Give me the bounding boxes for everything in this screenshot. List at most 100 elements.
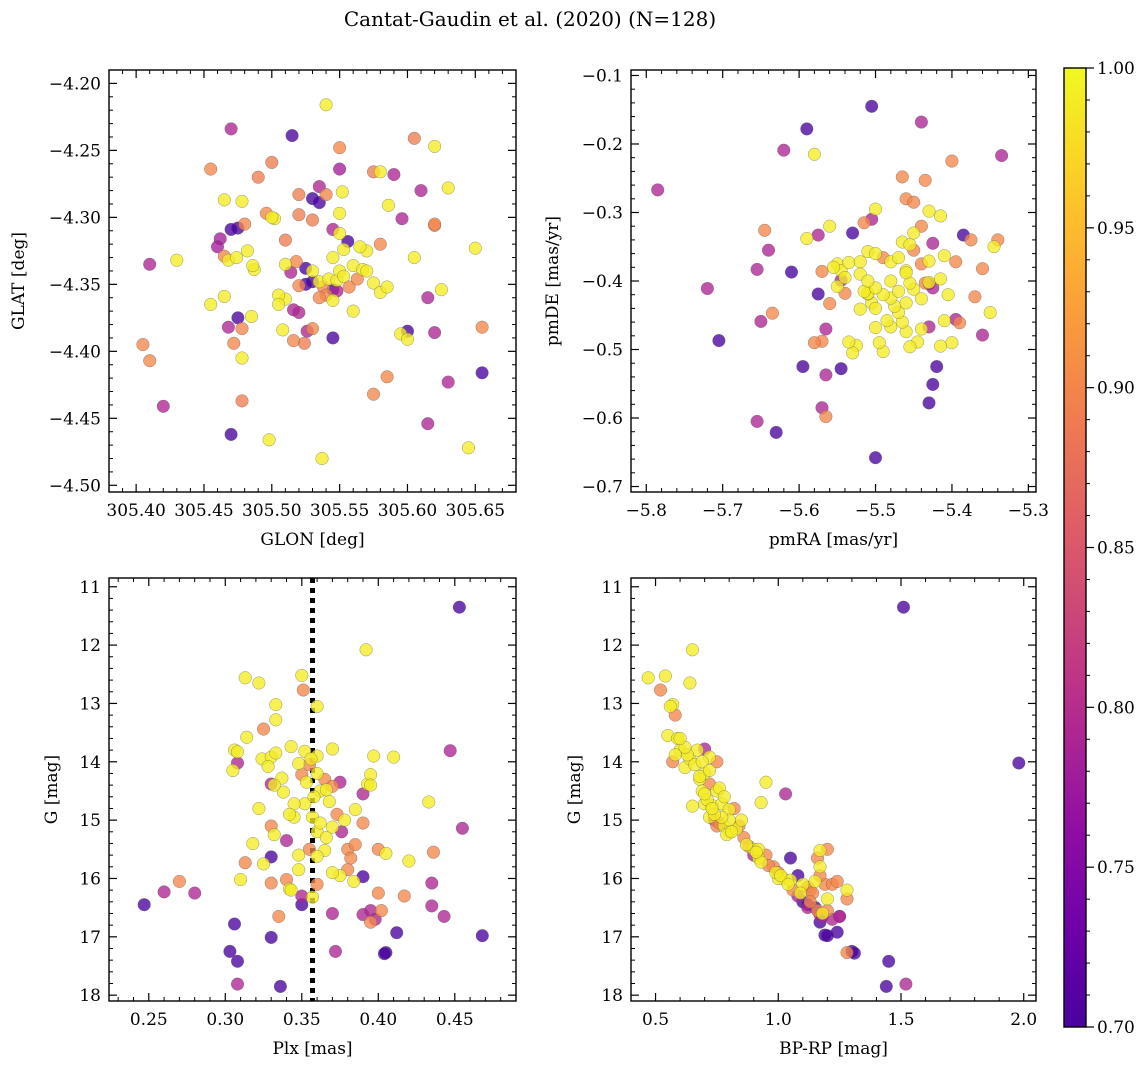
data-point (918, 173, 932, 187)
data-point (750, 262, 764, 276)
colorbar-tick-label: 0.75 (1097, 858, 1135, 878)
y-tick-label: 12 (79, 636, 101, 656)
data-point (455, 821, 469, 835)
data-point (252, 676, 266, 690)
data-point (319, 98, 333, 112)
data-point (359, 643, 373, 657)
data-point (264, 876, 278, 890)
data-point (651, 183, 665, 197)
data-point (304, 752, 318, 766)
data-point (310, 766, 324, 781)
data-point (234, 873, 248, 887)
data-point (338, 813, 352, 827)
data-point (428, 217, 442, 231)
data-point (937, 314, 951, 328)
data-point (360, 264, 374, 278)
data-point (325, 866, 339, 880)
x-axis-label: pmRA [mas/yr] (769, 530, 898, 550)
colorbar-tick-label: 0.70 (1097, 1018, 1135, 1038)
data-point (310, 849, 324, 863)
data-point (1012, 756, 1026, 770)
data-point (695, 755, 709, 769)
data-point (891, 284, 906, 298)
data-point (312, 291, 326, 305)
data-point (390, 926, 404, 940)
data-point (269, 713, 283, 727)
data-point (896, 600, 911, 614)
data-point (305, 264, 320, 278)
data-point (725, 825, 739, 839)
data-point (879, 979, 893, 993)
data-point (868, 451, 883, 465)
data-point (310, 699, 324, 713)
data-point (292, 279, 306, 293)
data-point (251, 170, 265, 184)
x-tick-label: 0.35 (283, 1010, 321, 1030)
data-point (292, 208, 306, 222)
y-tick-label: 11 (79, 578, 101, 598)
data-point (292, 756, 306, 771)
x-tick-label: −5.8 (626, 501, 667, 521)
data-point (224, 427, 238, 441)
data-point (292, 863, 306, 877)
y-tick-label: −4.40 (49, 342, 101, 362)
figure-title: Cantat-Gaudin et al. (2020) (N=128) (344, 7, 716, 31)
data-point (313, 816, 327, 830)
data-point (663, 699, 677, 713)
data-point (346, 304, 360, 318)
data-point (325, 820, 339, 834)
points-plx (137, 578, 489, 1001)
data-point (265, 155, 279, 169)
y-tick-label: −0.2 (582, 135, 623, 155)
data-point (229, 251, 244, 265)
data-point (289, 255, 303, 269)
data-point (779, 787, 793, 801)
data-point (337, 242, 351, 257)
panel-cmd: 0.5 1.0 1.5 2.0 11 12 13 14 15 16 17 18 BP-RP [mag] G… (565, 577, 1037, 1059)
data-point (807, 147, 821, 161)
data-point (754, 796, 768, 810)
x-tick-label: 0.30 (206, 1010, 244, 1030)
data-point (815, 264, 829, 278)
data-point (840, 946, 854, 960)
data-point (468, 241, 482, 255)
y-tick-label: −4.50 (49, 476, 101, 496)
data-point (347, 874, 361, 888)
y-tick-label: 14 (601, 753, 623, 773)
data-point (319, 188, 333, 202)
data-point (800, 122, 814, 136)
data-point (172, 874, 186, 888)
data-point (240, 730, 254, 744)
data-point (815, 906, 830, 921)
data-point (882, 954, 896, 968)
data-point (238, 856, 252, 870)
data-point (256, 857, 271, 871)
data-point (224, 222, 238, 236)
data-point (305, 213, 320, 227)
x-tick-label: 0.45 (436, 1010, 474, 1030)
data-point (276, 785, 290, 799)
data-point (407, 251, 421, 265)
data-point (765, 306, 779, 320)
data-point (230, 954, 245, 968)
data-point (210, 240, 225, 254)
data-point (326, 251, 340, 265)
data-point (800, 231, 814, 246)
data-point (379, 846, 393, 860)
data-point (846, 226, 860, 240)
data-point (322, 794, 336, 809)
data-point (204, 162, 218, 176)
data-point (698, 787, 712, 801)
data-point (387, 750, 401, 764)
data-point (819, 410, 833, 424)
data-point (264, 930, 278, 944)
data-point (157, 885, 171, 899)
data-point (328, 944, 343, 958)
data-point (813, 860, 827, 874)
data-point (914, 322, 928, 336)
data-point (269, 698, 283, 712)
x-tick-label: −5.6 (778, 501, 819, 521)
data-point (284, 740, 298, 754)
colorbar-gradient (1063, 67, 1087, 1028)
data-point (926, 236, 940, 250)
